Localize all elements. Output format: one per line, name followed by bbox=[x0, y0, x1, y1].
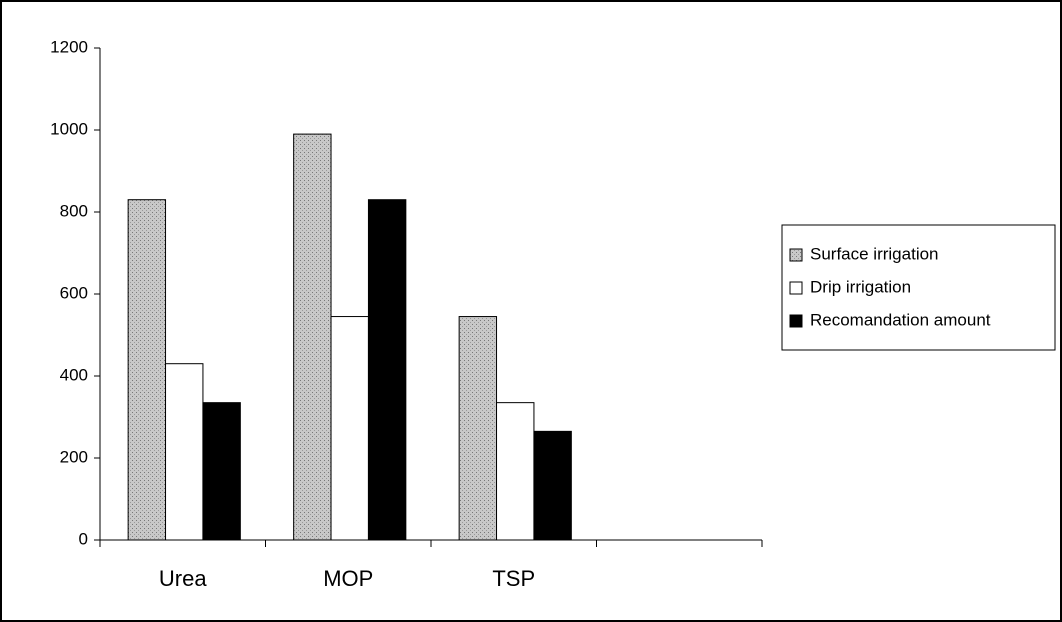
chart: 0 200 400 600 800 1000 1200 Urea MOP TSP Surface i… bbox=[0, 0, 1062, 622]
legend-label: Drip irrigation bbox=[810, 277, 911, 296]
y-tick-label: 1200 bbox=[50, 37, 88, 56]
legend-swatch bbox=[790, 249, 802, 261]
bar bbox=[166, 364, 203, 540]
bar bbox=[534, 431, 571, 540]
y-tick-label: 0 bbox=[79, 529, 88, 548]
bar bbox=[331, 317, 368, 540]
y-tick-label: 1000 bbox=[50, 119, 88, 138]
y-tick-label: 200 bbox=[60, 447, 88, 466]
legend-swatch bbox=[790, 315, 802, 327]
bar bbox=[368, 200, 405, 540]
legend-label: Surface irrigation bbox=[810, 244, 939, 263]
bar bbox=[128, 200, 165, 540]
legend-label: Recomandation amount bbox=[810, 310, 991, 329]
x-tick-label: TSP bbox=[492, 566, 535, 591]
x-tick-label: Urea bbox=[159, 566, 207, 591]
bar bbox=[294, 134, 331, 540]
legend-swatch bbox=[790, 282, 802, 294]
bar bbox=[497, 403, 534, 540]
y-tick-label: 600 bbox=[60, 283, 88, 302]
bar bbox=[203, 403, 240, 540]
bar bbox=[459, 317, 496, 540]
y-tick-label: 400 bbox=[60, 365, 88, 384]
x-tick-label: MOP bbox=[323, 566, 373, 591]
y-tick-label: 800 bbox=[60, 201, 88, 220]
